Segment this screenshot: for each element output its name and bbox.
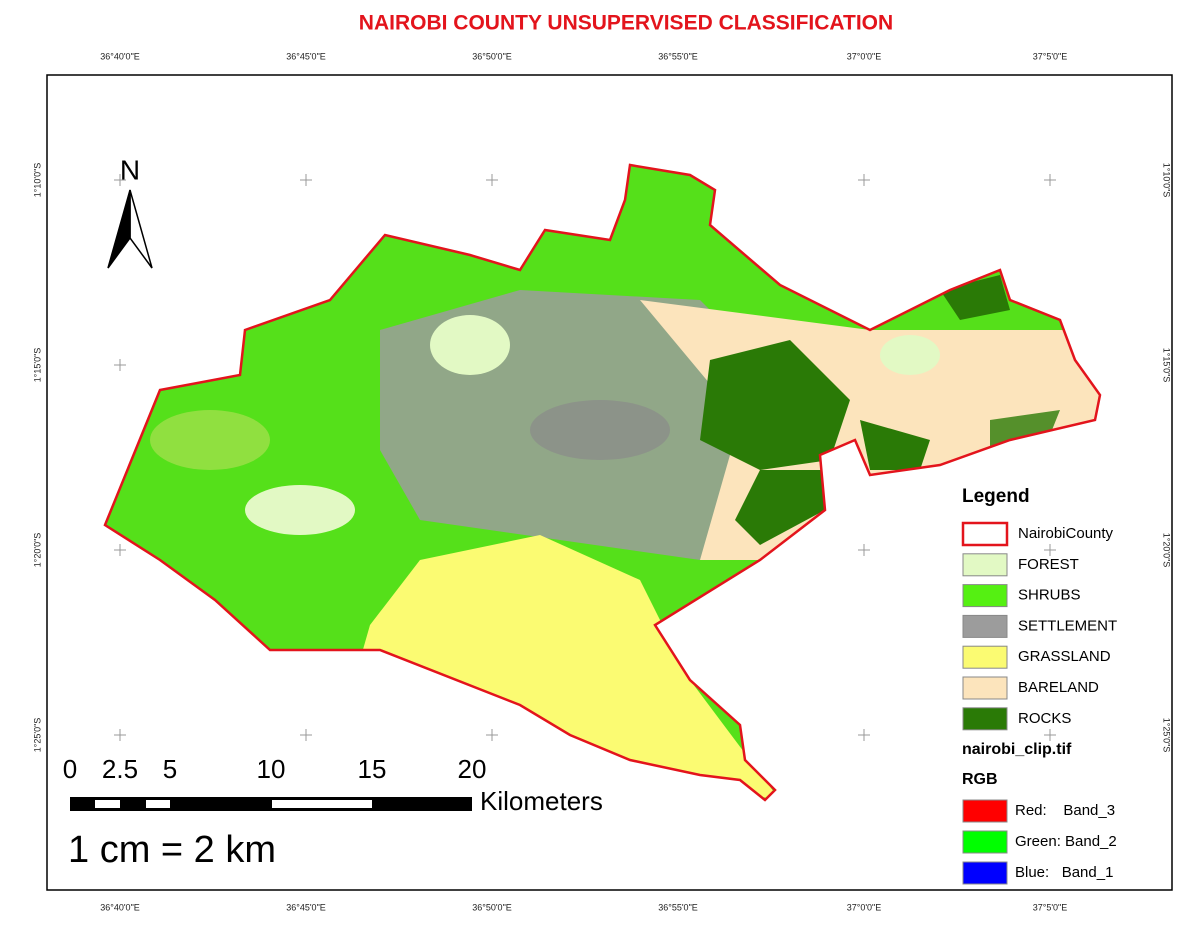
scale-label: 10 xyxy=(257,754,286,784)
graticule-cross xyxy=(858,544,870,556)
north-label: N xyxy=(120,154,140,185)
map-title: NAIROBI COUNTY UNSUPERVISED CLASSIFICATI… xyxy=(359,12,893,35)
scale-ratio: 1 cm = 2 km xyxy=(68,829,276,871)
generated: 36°40'0"E 36°45'0"E 36°50'0"E 36°55'0"E 37°0… xyxy=(32,51,1171,912)
graticule-cross xyxy=(300,174,312,186)
graticule-cross xyxy=(858,174,870,186)
longitude-label: 37°0'0"E xyxy=(847,902,882,912)
longitude-label: 37°5'0"E xyxy=(1033,51,1068,61)
graticule-cross xyxy=(486,729,498,741)
graticule-cross xyxy=(300,729,312,741)
north-arrow-left xyxy=(107,189,131,269)
latitude-label: 1°15'0"S xyxy=(1162,348,1172,383)
longitude-label: 36°55'0"E xyxy=(658,902,698,912)
legend-label: BARELAND xyxy=(1018,679,1099,696)
scale-label: 5 xyxy=(163,754,177,784)
latitude-label: 1°25'0"S xyxy=(1162,718,1172,753)
latitude-label: 1°20'0"S xyxy=(32,533,42,568)
scale-bar-segment xyxy=(272,800,372,808)
graticule-cross xyxy=(114,729,126,741)
graticule-cross xyxy=(1044,729,1056,741)
graticule-cross xyxy=(114,174,126,186)
legend-swatch xyxy=(961,521,1009,547)
legend-swatch xyxy=(962,614,1008,638)
graticule-cross xyxy=(114,544,126,556)
longitude-label: 36°40'0"E xyxy=(100,902,140,912)
scale-label: 2.5 xyxy=(102,754,138,784)
raster-name: nairobi_clip.tif xyxy=(962,741,1072,758)
legend-label: GRASSLAND xyxy=(1018,648,1111,665)
band-swatch xyxy=(962,830,1008,854)
scale-label: 20 xyxy=(458,754,487,784)
longitude-label: 36°40'0"E xyxy=(100,51,140,61)
county-boundary xyxy=(103,163,1102,802)
band-label: Red: Band_3 xyxy=(1015,802,1115,819)
legend-label: ROCKS xyxy=(1018,710,1071,727)
band-label: Green: Band_2 xyxy=(1015,833,1117,850)
band-label: Blue: Band_1 xyxy=(1015,864,1113,881)
scale-bar-segment xyxy=(95,800,120,808)
legend-swatch xyxy=(962,676,1008,700)
longitude-label: 36°45'0"E xyxy=(286,51,326,61)
legend-title: Legend xyxy=(962,486,1030,507)
latitude-label: 1°10'0"S xyxy=(32,163,42,198)
north-arrow-right xyxy=(129,189,153,269)
graticule-cross xyxy=(114,359,126,371)
scale-bar-segment xyxy=(146,800,170,808)
graticule-cross xyxy=(486,174,498,186)
legend-swatch xyxy=(962,645,1008,669)
scale-label: 0 xyxy=(63,754,77,784)
longitude-label: 37°0'0"E xyxy=(847,51,882,61)
latitude-label: 1°15'0"S xyxy=(32,348,42,383)
legend-label: NairobiCounty xyxy=(1018,525,1114,542)
longitude-label: 36°50'0"E xyxy=(472,51,512,61)
legend-swatch xyxy=(962,584,1008,608)
legend-label: SETTLEMENT xyxy=(1018,617,1117,634)
raster-composite: RGB xyxy=(962,771,998,788)
graticule-cross xyxy=(1044,544,1056,556)
legend-swatch xyxy=(962,553,1008,577)
graticule-cross xyxy=(858,729,870,741)
scale-bar xyxy=(70,797,472,811)
scale-label: 15 xyxy=(358,754,387,784)
latitude-label: 1°20'0"S xyxy=(1162,533,1172,568)
latitude-label: 1°10'0"S xyxy=(1162,163,1172,198)
scale-unit: Kilometers xyxy=(480,786,603,816)
longitude-label: 36°45'0"E xyxy=(286,902,326,912)
band-swatch xyxy=(962,799,1008,823)
legend-swatch xyxy=(962,707,1008,731)
map-frame xyxy=(46,74,1173,891)
graticule-cross xyxy=(1044,174,1056,186)
legend-label: FOREST xyxy=(1018,556,1079,573)
longitude-label: 36°55'0"E xyxy=(658,51,698,61)
longitude-label: 36°50'0"E xyxy=(472,902,512,912)
county-classification xyxy=(105,165,1100,800)
latitude-label: 1°25'0"S xyxy=(32,718,42,753)
band-swatch xyxy=(962,861,1008,885)
longitude-label: 37°5'0"E xyxy=(1033,902,1068,912)
legend-label: SHRUBS xyxy=(1018,587,1081,604)
